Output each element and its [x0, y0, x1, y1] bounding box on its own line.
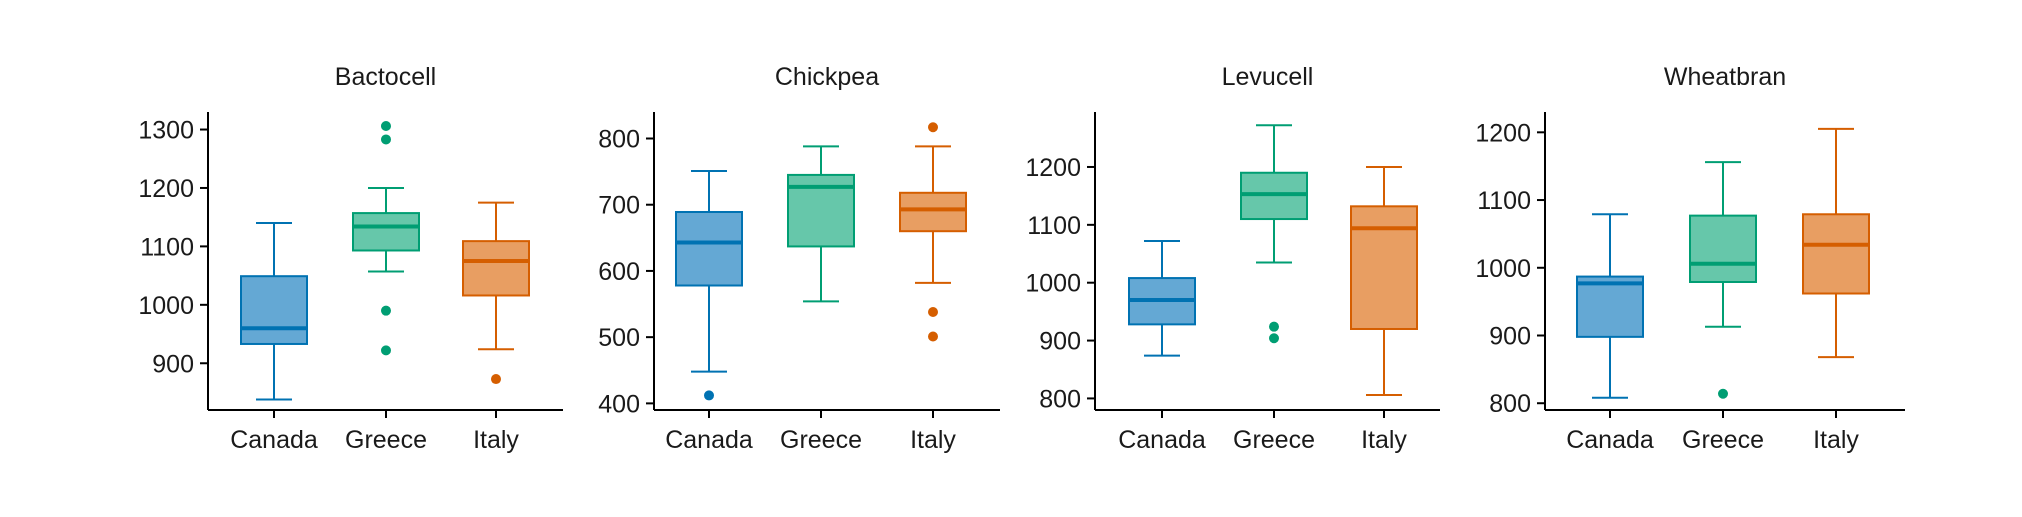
y-tick-label: 1100 [140, 233, 194, 261]
outlier-point [704, 390, 714, 401]
panel-chickpea: Chickpea 400 500 600 700 800 Canada Greece Italy [598, 63, 1000, 454]
outlier-point [928, 306, 938, 317]
y-tick-label: 900 [1039, 328, 1081, 356]
x-tick-label: Canada [230, 426, 318, 454]
x-tick-label: Italy [910, 426, 956, 454]
x-tick-label: Italy [1361, 426, 1407, 454]
box-greece [1240, 124, 1308, 344]
iqr-box [352, 212, 420, 252]
outlier-point [1269, 333, 1279, 344]
y-tick-label: 1200 [1475, 119, 1531, 147]
outlier-point [1269, 321, 1279, 332]
x-tick-label: Italy [473, 426, 519, 454]
outlier-point [381, 121, 391, 132]
iqr-box [1802, 213, 1870, 295]
x-tick-label: Greece [1233, 426, 1315, 454]
box-italy [1350, 165, 1418, 396]
panel-title: Levucell [1222, 63, 1314, 91]
outlier-point [928, 331, 938, 342]
y-tick-label: 1300 [138, 117, 194, 145]
outlier-point [491, 374, 501, 385]
box-italy [899, 122, 967, 342]
y-tick-label: 1000 [1025, 270, 1081, 298]
iqr-box [240, 275, 308, 345]
y-tick-label: 900 [1489, 323, 1531, 351]
iqr-box [1689, 214, 1757, 283]
y-tick-label: 500 [598, 324, 640, 352]
panel-title: Bactocell [335, 63, 436, 91]
x-tick-label: Italy [1813, 426, 1859, 454]
y-tick-label: 800 [1489, 390, 1531, 418]
y-tick-label: 1100 [1027, 212, 1081, 240]
iqr-box [1350, 205, 1418, 330]
box-canada [1128, 240, 1196, 357]
panel-title: Wheatbran [1664, 63, 1786, 91]
x-tick-label: Canada [665, 426, 753, 454]
iqr-box [675, 210, 743, 287]
box-canada [1576, 213, 1644, 399]
y-tick-label: 900 [152, 350, 194, 378]
y-tick-label: 1000 [138, 292, 194, 320]
x-tick-label: Canada [1566, 426, 1654, 454]
panel-title: Chickpea [775, 63, 879, 91]
x-tick-label: Canada [1118, 426, 1206, 454]
outlier-point [1718, 388, 1728, 399]
panel-levucell: Levucell 800 900 1000 1100 1200 Canada Greece It… [1025, 63, 1440, 454]
y-tick-label: 400 [598, 390, 640, 418]
y-tick-label: 800 [1039, 385, 1081, 413]
outlier-point [381, 345, 391, 356]
panel-bactocell: Bactocell 900 1000 1100 1200 1300 Canada Greece… [138, 63, 563, 454]
x-tick-label: Greece [1682, 426, 1764, 454]
y-tick-label: 1100 [1477, 187, 1531, 215]
box-italy [1802, 127, 1870, 359]
box-italy [462, 201, 530, 385]
x-tick-label: Greece [780, 426, 862, 454]
y-tick-label: 1200 [138, 175, 194, 203]
iqr-box [899, 191, 967, 233]
box-greece [1689, 161, 1757, 399]
y-tick-label: 700 [598, 192, 640, 220]
outlier-point [928, 122, 938, 133]
y-tick-label: 1000 [1475, 255, 1531, 283]
y-tick-label: 600 [598, 258, 640, 286]
y-tick-label: 800 [598, 125, 640, 153]
panel-wheatbran: Wheatbran 800 900 1000 1100 1200 Canada Greece I… [1475, 63, 1905, 454]
outlier-point [381, 305, 391, 316]
box-canada [240, 222, 308, 401]
iqr-box [462, 240, 530, 297]
iqr-box [1576, 275, 1644, 338]
y-tick-label: 1200 [1025, 154, 1081, 182]
box-greece [352, 121, 420, 356]
x-tick-label: Greece [345, 426, 427, 454]
box-greece [787, 145, 855, 303]
box-canada [675, 169, 743, 401]
outlier-point [381, 134, 391, 145]
